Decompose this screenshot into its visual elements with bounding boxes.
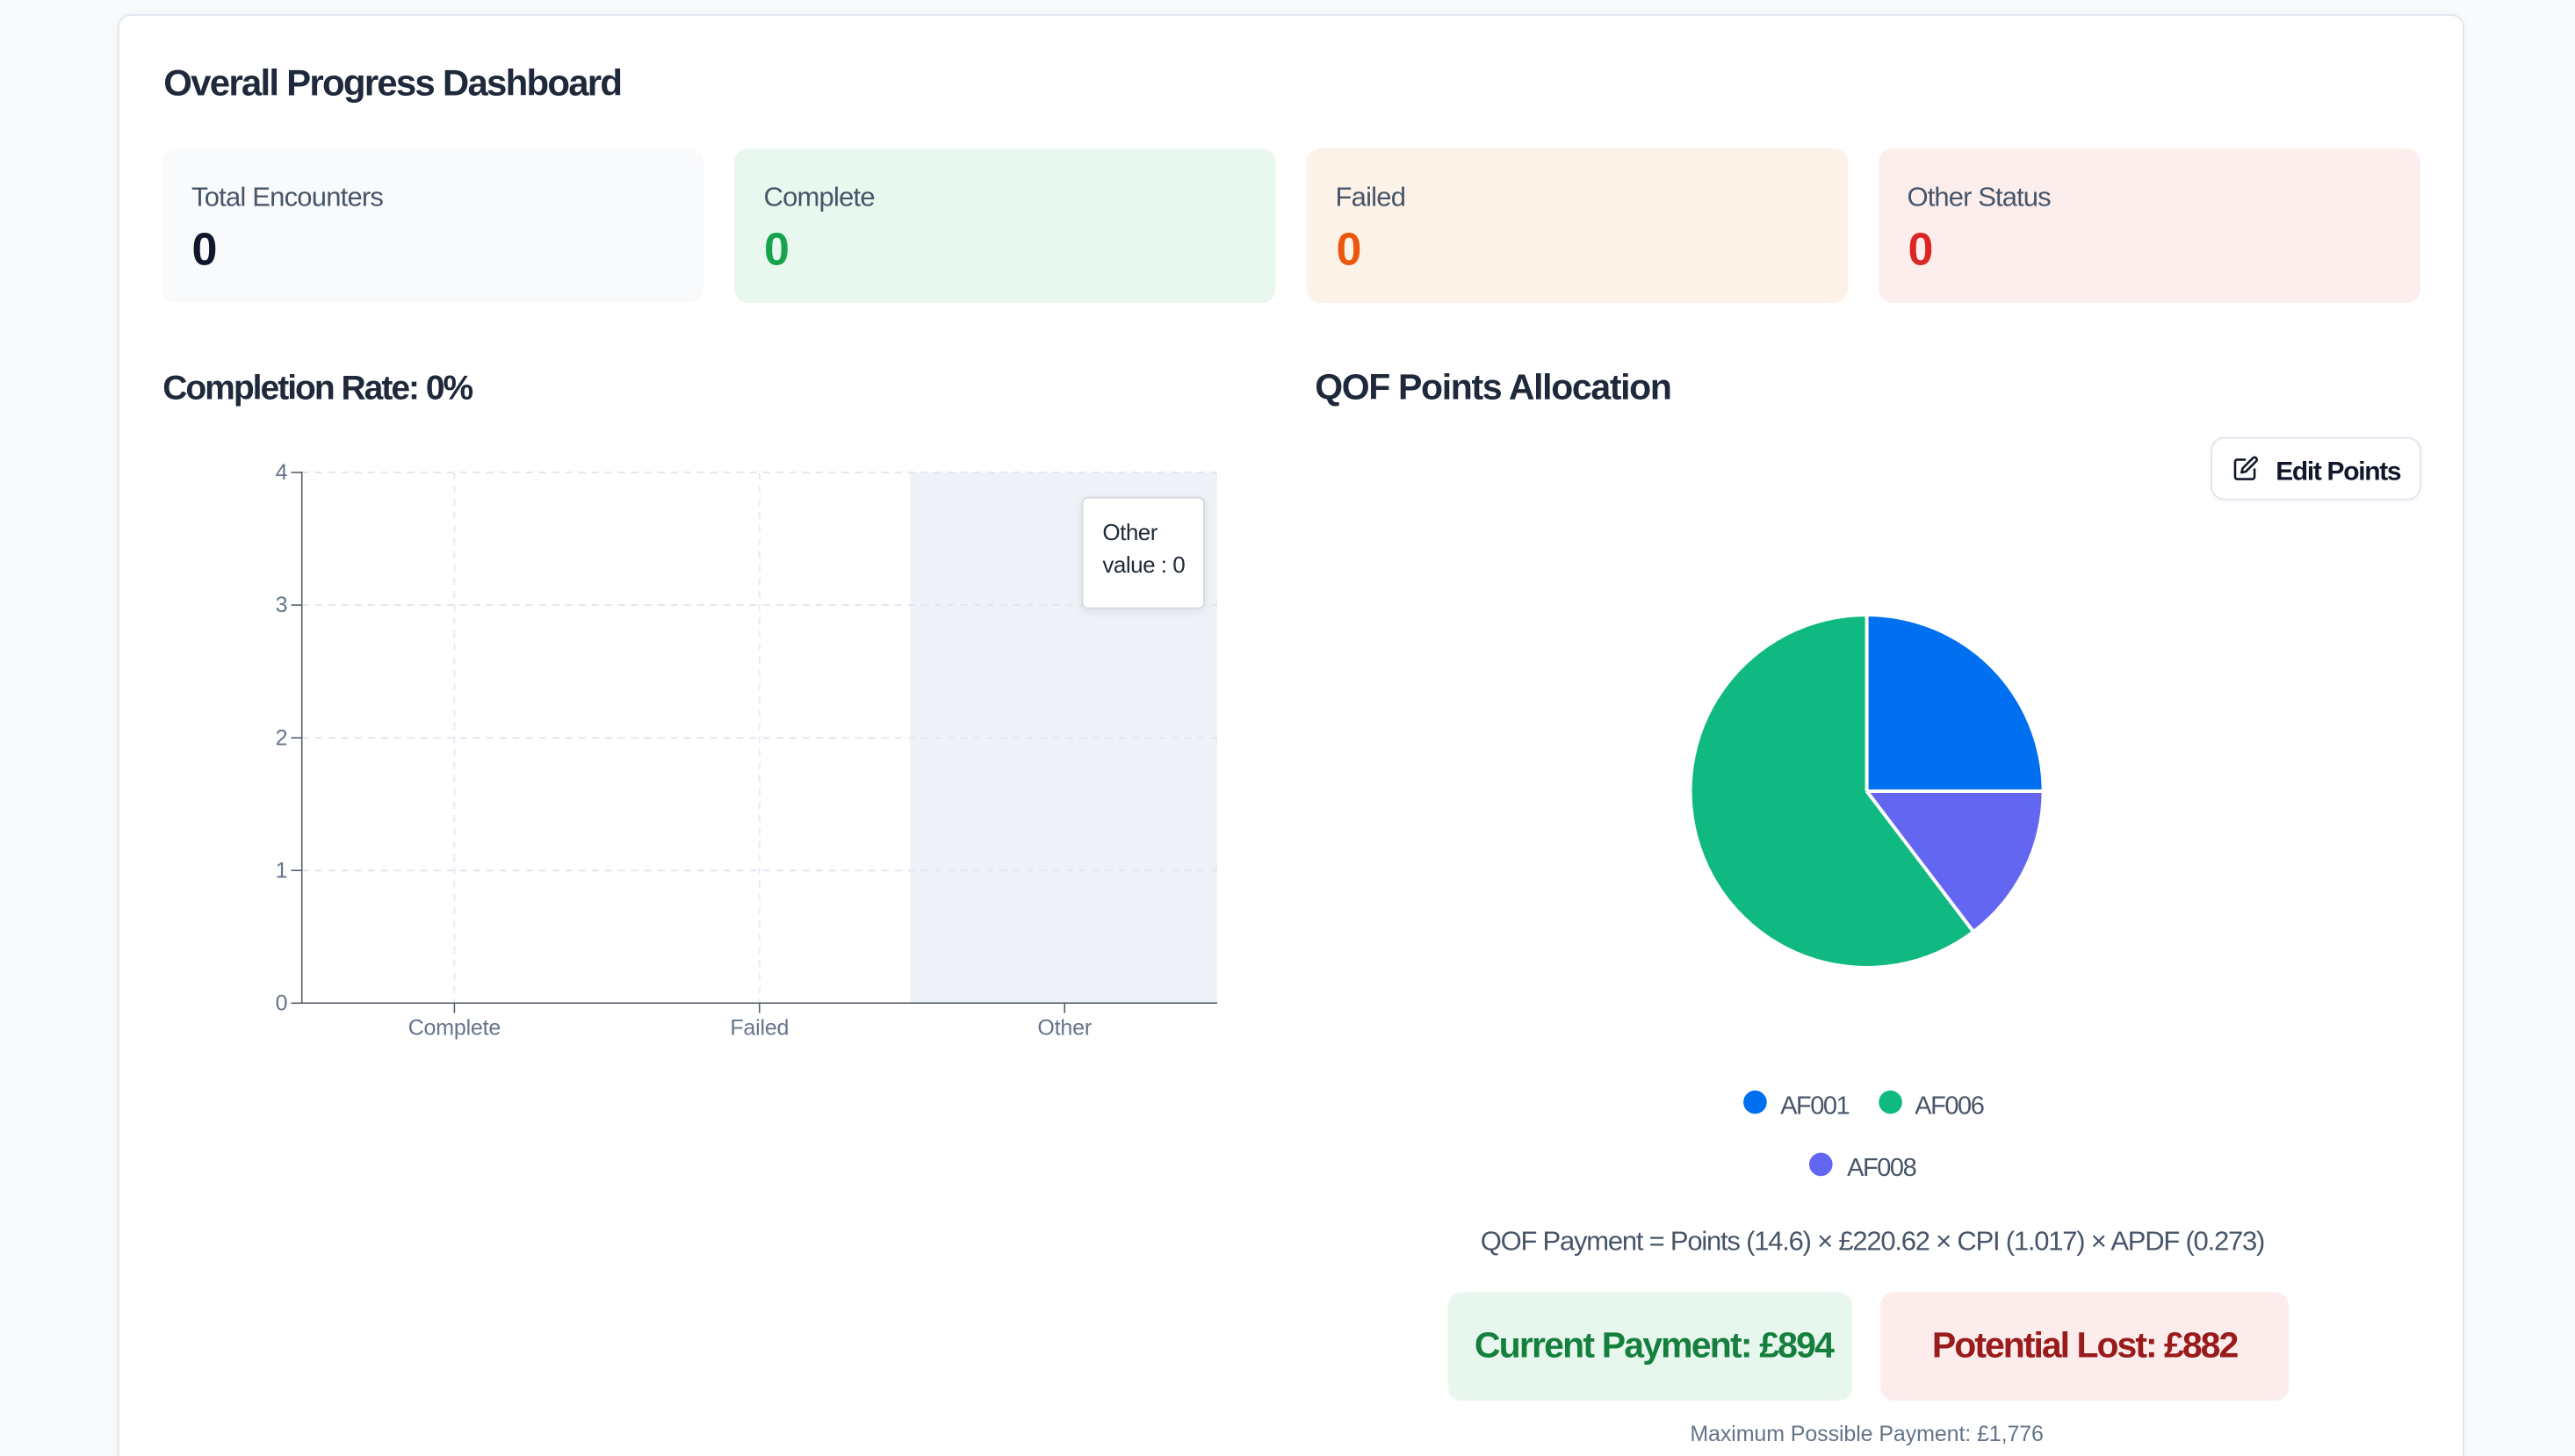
svg-text:QOF Payment = Points (14.6) ×: QOF Payment = Points (14.6) × £220.62 × … xyxy=(1481,1225,2264,1256)
svg-text:Other: Other xyxy=(1102,519,1158,545)
svg-text:Potential Lost: £882: Potential Lost: £882 xyxy=(1932,1325,2239,1366)
svg-text:Other Status: Other Status xyxy=(1908,181,2052,212)
svg-text:1: 1 xyxy=(276,858,288,883)
svg-text:Overall Progress Dashboard: Overall Progress Dashboard xyxy=(163,61,621,103)
svg-text:QOF Points Allocation: QOF Points Allocation xyxy=(1315,367,1670,407)
svg-text:value : 0: value : 0 xyxy=(1102,551,1185,578)
svg-text:0: 0 xyxy=(764,225,790,276)
svg-text:Complete: Complete xyxy=(764,181,875,212)
svg-text:AF001: AF001 xyxy=(1780,1092,1850,1120)
svg-text:Completion Rate: 0%: Completion Rate: 0% xyxy=(162,370,472,407)
svg-text:Failed: Failed xyxy=(1336,181,1406,212)
svg-text:0: 0 xyxy=(276,991,288,1016)
svg-text:Maximum Possible Payment: £1,7: Maximum Possible Payment: £1,776 xyxy=(1690,1422,2044,1446)
svg-text:Current Payment: £894: Current Payment: £894 xyxy=(1475,1325,1835,1366)
svg-text:3: 3 xyxy=(276,593,288,617)
svg-text:Failed: Failed xyxy=(730,1016,789,1041)
svg-text:Total Encounters: Total Encounters xyxy=(191,181,383,212)
svg-text:0: 0 xyxy=(192,225,218,276)
svg-text:AF008: AF008 xyxy=(1847,1154,1916,1182)
svg-text:Complete: Complete xyxy=(408,1016,501,1041)
svg-text:0: 0 xyxy=(1337,225,1362,276)
svg-text:Other: Other xyxy=(1037,1016,1092,1041)
svg-text:2: 2 xyxy=(276,726,288,751)
svg-text:0: 0 xyxy=(1908,225,1934,276)
svg-text:Edit Points: Edit Points xyxy=(2276,457,2401,486)
svg-text:4: 4 xyxy=(276,460,288,485)
svg-text:AF006: AF006 xyxy=(1915,1092,1984,1120)
